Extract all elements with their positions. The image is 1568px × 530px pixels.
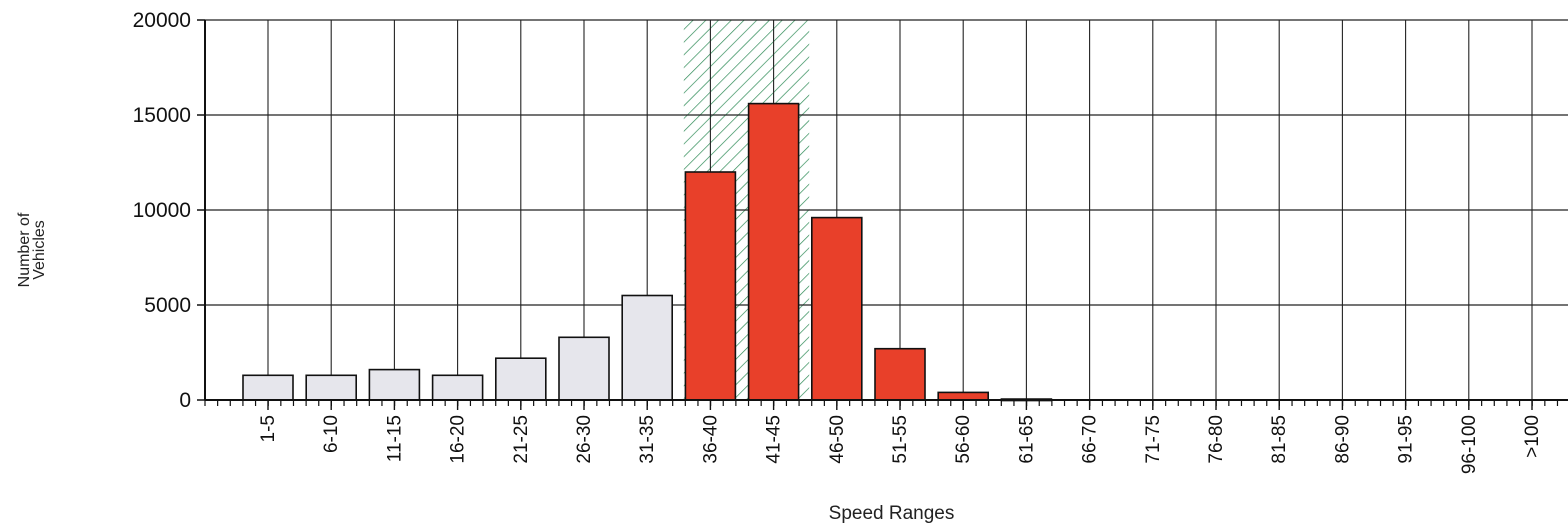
x-tick-label: 86-90 bbox=[1332, 415, 1353, 464]
bar-26-30 bbox=[558, 336, 610, 401]
x-tick-label: 81-85 bbox=[1269, 415, 1290, 464]
x-tick-label: 91-95 bbox=[1396, 415, 1417, 464]
x-tick-label: 51-55 bbox=[890, 415, 911, 464]
bars bbox=[242, 102, 1053, 402]
x-tick-labels: 1-5 6-10 11-15 16-20 21-25 26-30 31-35 36-40 41-… bbox=[258, 415, 1543, 474]
y-axis-label-line-2: Vehicles bbox=[31, 220, 48, 280]
y-tick-label: 15000 bbox=[133, 104, 191, 127]
bar-21-25 bbox=[494, 357, 547, 401]
bar-1-5 bbox=[242, 374, 294, 401]
axes bbox=[197, 19, 1568, 410]
bar-31-35 bbox=[621, 294, 674, 401]
x-tick-label: 1-5 bbox=[258, 415, 279, 442]
bar-6-10 bbox=[305, 374, 358, 401]
y-tick-label: 5000 bbox=[144, 294, 191, 317]
x-tick-label: 76-80 bbox=[1206, 415, 1227, 464]
bar-36-40 bbox=[684, 171, 737, 401]
x-tick-label: 36-40 bbox=[700, 415, 721, 464]
x-tick-label: 96-100 bbox=[1459, 415, 1480, 474]
x-tick-label: 31-35 bbox=[637, 415, 658, 464]
x-tick-label: >100 bbox=[1522, 415, 1543, 458]
x-tick-label: 21-25 bbox=[511, 415, 532, 464]
x-tick-label: 66-70 bbox=[1080, 415, 1101, 464]
x-tick-label: 61-65 bbox=[1016, 415, 1037, 464]
y-tick-label: 0 bbox=[179, 389, 191, 412]
bar-51-55 bbox=[874, 347, 926, 401]
bar-56-60 bbox=[937, 391, 990, 401]
x-tick-label: 11-15 bbox=[384, 415, 405, 462]
y-tick-label: 20000 bbox=[133, 9, 191, 32]
x-tick-label: 6-10 bbox=[321, 415, 342, 453]
y-tick-labels: 0 5000 10000 15000 20000 bbox=[133, 9, 191, 412]
x-axis-label: Speed Ranges bbox=[828, 503, 955, 524]
x-tick-label: 41-45 bbox=[764, 415, 785, 464]
x-tick-label: 56-60 bbox=[953, 415, 974, 464]
bar-16-20 bbox=[431, 374, 484, 401]
bar-11-15 bbox=[368, 368, 421, 401]
y-tick-label: 10000 bbox=[133, 199, 191, 222]
x-tick-label: 16-20 bbox=[448, 415, 469, 464]
bar-46-50 bbox=[810, 216, 863, 401]
x-tick-label: 26-30 bbox=[574, 415, 595, 464]
y-axis-label: Number of Vehicles bbox=[2, 160, 62, 340]
x-tick-label: 46-50 bbox=[827, 415, 848, 464]
bar-41-45 bbox=[747, 102, 800, 401]
y-axis-label-line-1: Number of bbox=[16, 212, 33, 288]
grid-lines bbox=[205, 19, 1568, 401]
x-tick-label: 71-75 bbox=[1143, 415, 1164, 464]
